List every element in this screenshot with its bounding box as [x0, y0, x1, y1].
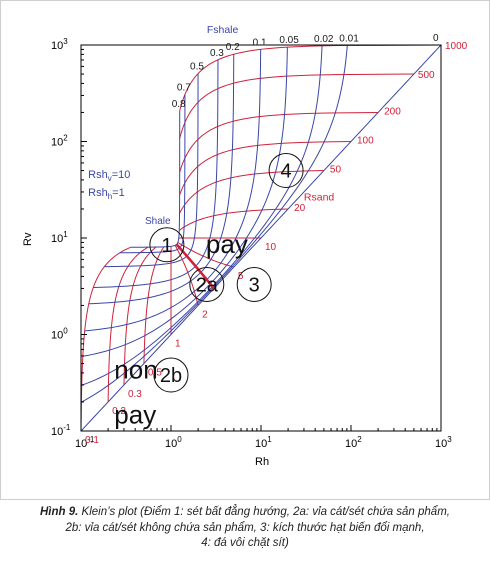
fshale-label-0.5: 0.5 — [190, 62, 204, 73]
zone-label-3: 3 — [249, 274, 260, 296]
shale-parameter: Rshv=10 — [88, 169, 130, 183]
rsand-curve-2 — [174, 245, 199, 306]
fshale-curve-0.05 — [82, 47, 288, 357]
caption-line-3: 4: đá vôi chặt sít) — [201, 537, 289, 549]
fshale-title: Fshale — [207, 24, 239, 36]
x-tick-label: 102 — [345, 435, 362, 450]
rsand-label-10: 10 — [265, 242, 277, 253]
figure-frame: 10-1 100 101 102 103 10-1 100 101 102 103 Rh Rv 0.1… — [0, 0, 490, 500]
pay-cutoff-curve — [175, 243, 215, 290]
rsand-label-100: 100 — [357, 136, 374, 147]
rsand-label-1000: 1000 — [445, 41, 468, 52]
fshale-label-0.02: 0.02 — [314, 34, 334, 45]
rsand-label-0.1: 0.1 — [85, 435, 99, 446]
fshale-curve-0.01 — [81, 45, 348, 403]
rsand-label-0.3: 0.3 — [128, 389, 142, 400]
region-label-2: pay — [114, 399, 156, 429]
fshale-label-0.1: 0.1 — [253, 37, 267, 48]
rsand-curve-200 — [179, 111, 379, 173]
rsand-label-0.5: 0.5 — [148, 368, 162, 379]
fshale-curve-0.02 — [81, 45, 323, 386]
caption-line-1: Klein’s plot (Điểm 1: sét bất đẳng hướng… — [81, 506, 450, 518]
rsand-label-200: 200 — [384, 106, 401, 117]
x-tick-label: 103 — [435, 435, 452, 450]
fshale-label-0: 0 — [433, 33, 439, 44]
rsand-label-20: 20 — [294, 203, 306, 214]
rsand-curve-0.3 — [123, 246, 157, 385]
y-tick-label: 10-1 — [51, 423, 71, 438]
rsand-label-5: 5 — [238, 271, 244, 282]
zone-circle-1 — [149, 227, 185, 263]
fshale-curve-0.3 — [93, 59, 219, 288]
rsand-title: Rsand — [304, 192, 335, 204]
rsand-label-500: 500 — [418, 70, 435, 81]
fshale-curve-0.1 — [84, 49, 262, 332]
y-tick-label: 103 — [51, 37, 68, 52]
rsand-curve-100 — [179, 141, 352, 196]
x-tick-label: 10-1 — [75, 435, 95, 450]
rsand-curve-5 — [177, 241, 235, 268]
zone-circle-2b — [153, 357, 189, 393]
fshale-label-0.8: 0.8 — [172, 99, 186, 110]
zone-label-1: 1 — [161, 235, 172, 257]
fshale-curve-0 — [80, 44, 442, 432]
rsand-curve-0.2 — [107, 246, 149, 402]
rsand-curve-0.1 — [80, 246, 131, 432]
rsand-curve-50 — [179, 170, 324, 214]
y-tick-label: 100 — [51, 327, 68, 342]
rsand-curve-1000 — [179, 44, 442, 111]
rsand-curve-500 — [179, 73, 414, 139]
caption-lead: Hình 9. — [40, 506, 79, 518]
zone-label-2a: 2a — [196, 274, 219, 296]
fshale-label-0.7: 0.7 — [177, 82, 191, 93]
fshale-label-0.01: 0.01 — [339, 33, 359, 44]
fshale-curve-0.5 — [104, 73, 199, 268]
rsand-label-2: 2 — [202, 309, 208, 320]
rsand-label-0.2: 0.2 — [112, 406, 126, 417]
shale-parameter: Rshh=1 — [88, 187, 125, 201]
fshale-curve-0.8 — [130, 110, 181, 248]
caption-line-2: 2b: vỉa cát/sét không chứa sản phẩm, 3: … — [65, 521, 425, 534]
fshale-label-0.05: 0.05 — [279, 35, 299, 46]
zone-circle-4 — [268, 153, 304, 189]
x-tick-label: 100 — [165, 435, 182, 450]
zone-circle-3 — [236, 266, 272, 302]
rsand-label-1: 1 — [175, 339, 181, 350]
rsand-curve-0.5 — [143, 246, 165, 364]
x-axis-label: Rh — [255, 456, 269, 468]
figure-caption: Hình 9. Klein’s plot (Điểm 1: sét bất đẳ… — [0, 505, 490, 552]
region-label-1: non — [114, 354, 157, 384]
y-axis-label: Rv — [22, 232, 34, 246]
region-label-0: pay — [206, 229, 248, 259]
rsand-label-50: 50 — [330, 165, 342, 176]
zone-circle-2a — [189, 266, 225, 302]
shale-point-label: Shale — [145, 216, 171, 227]
zone-label-4: 4 — [281, 161, 292, 183]
fshale-label-0.2: 0.2 — [226, 42, 240, 53]
rsand-curve-20 — [178, 208, 289, 231]
fshale-label-0.3: 0.3 — [210, 48, 224, 59]
fshale-curve-0.2 — [88, 54, 235, 305]
zone-label-2b: 2b — [160, 365, 182, 387]
y-tick-label: 101 — [51, 230, 68, 245]
y-tick-label: 102 — [51, 134, 68, 149]
x-tick-label: 101 — [255, 435, 272, 450]
fshale-curve-0.7 — [119, 94, 186, 254]
